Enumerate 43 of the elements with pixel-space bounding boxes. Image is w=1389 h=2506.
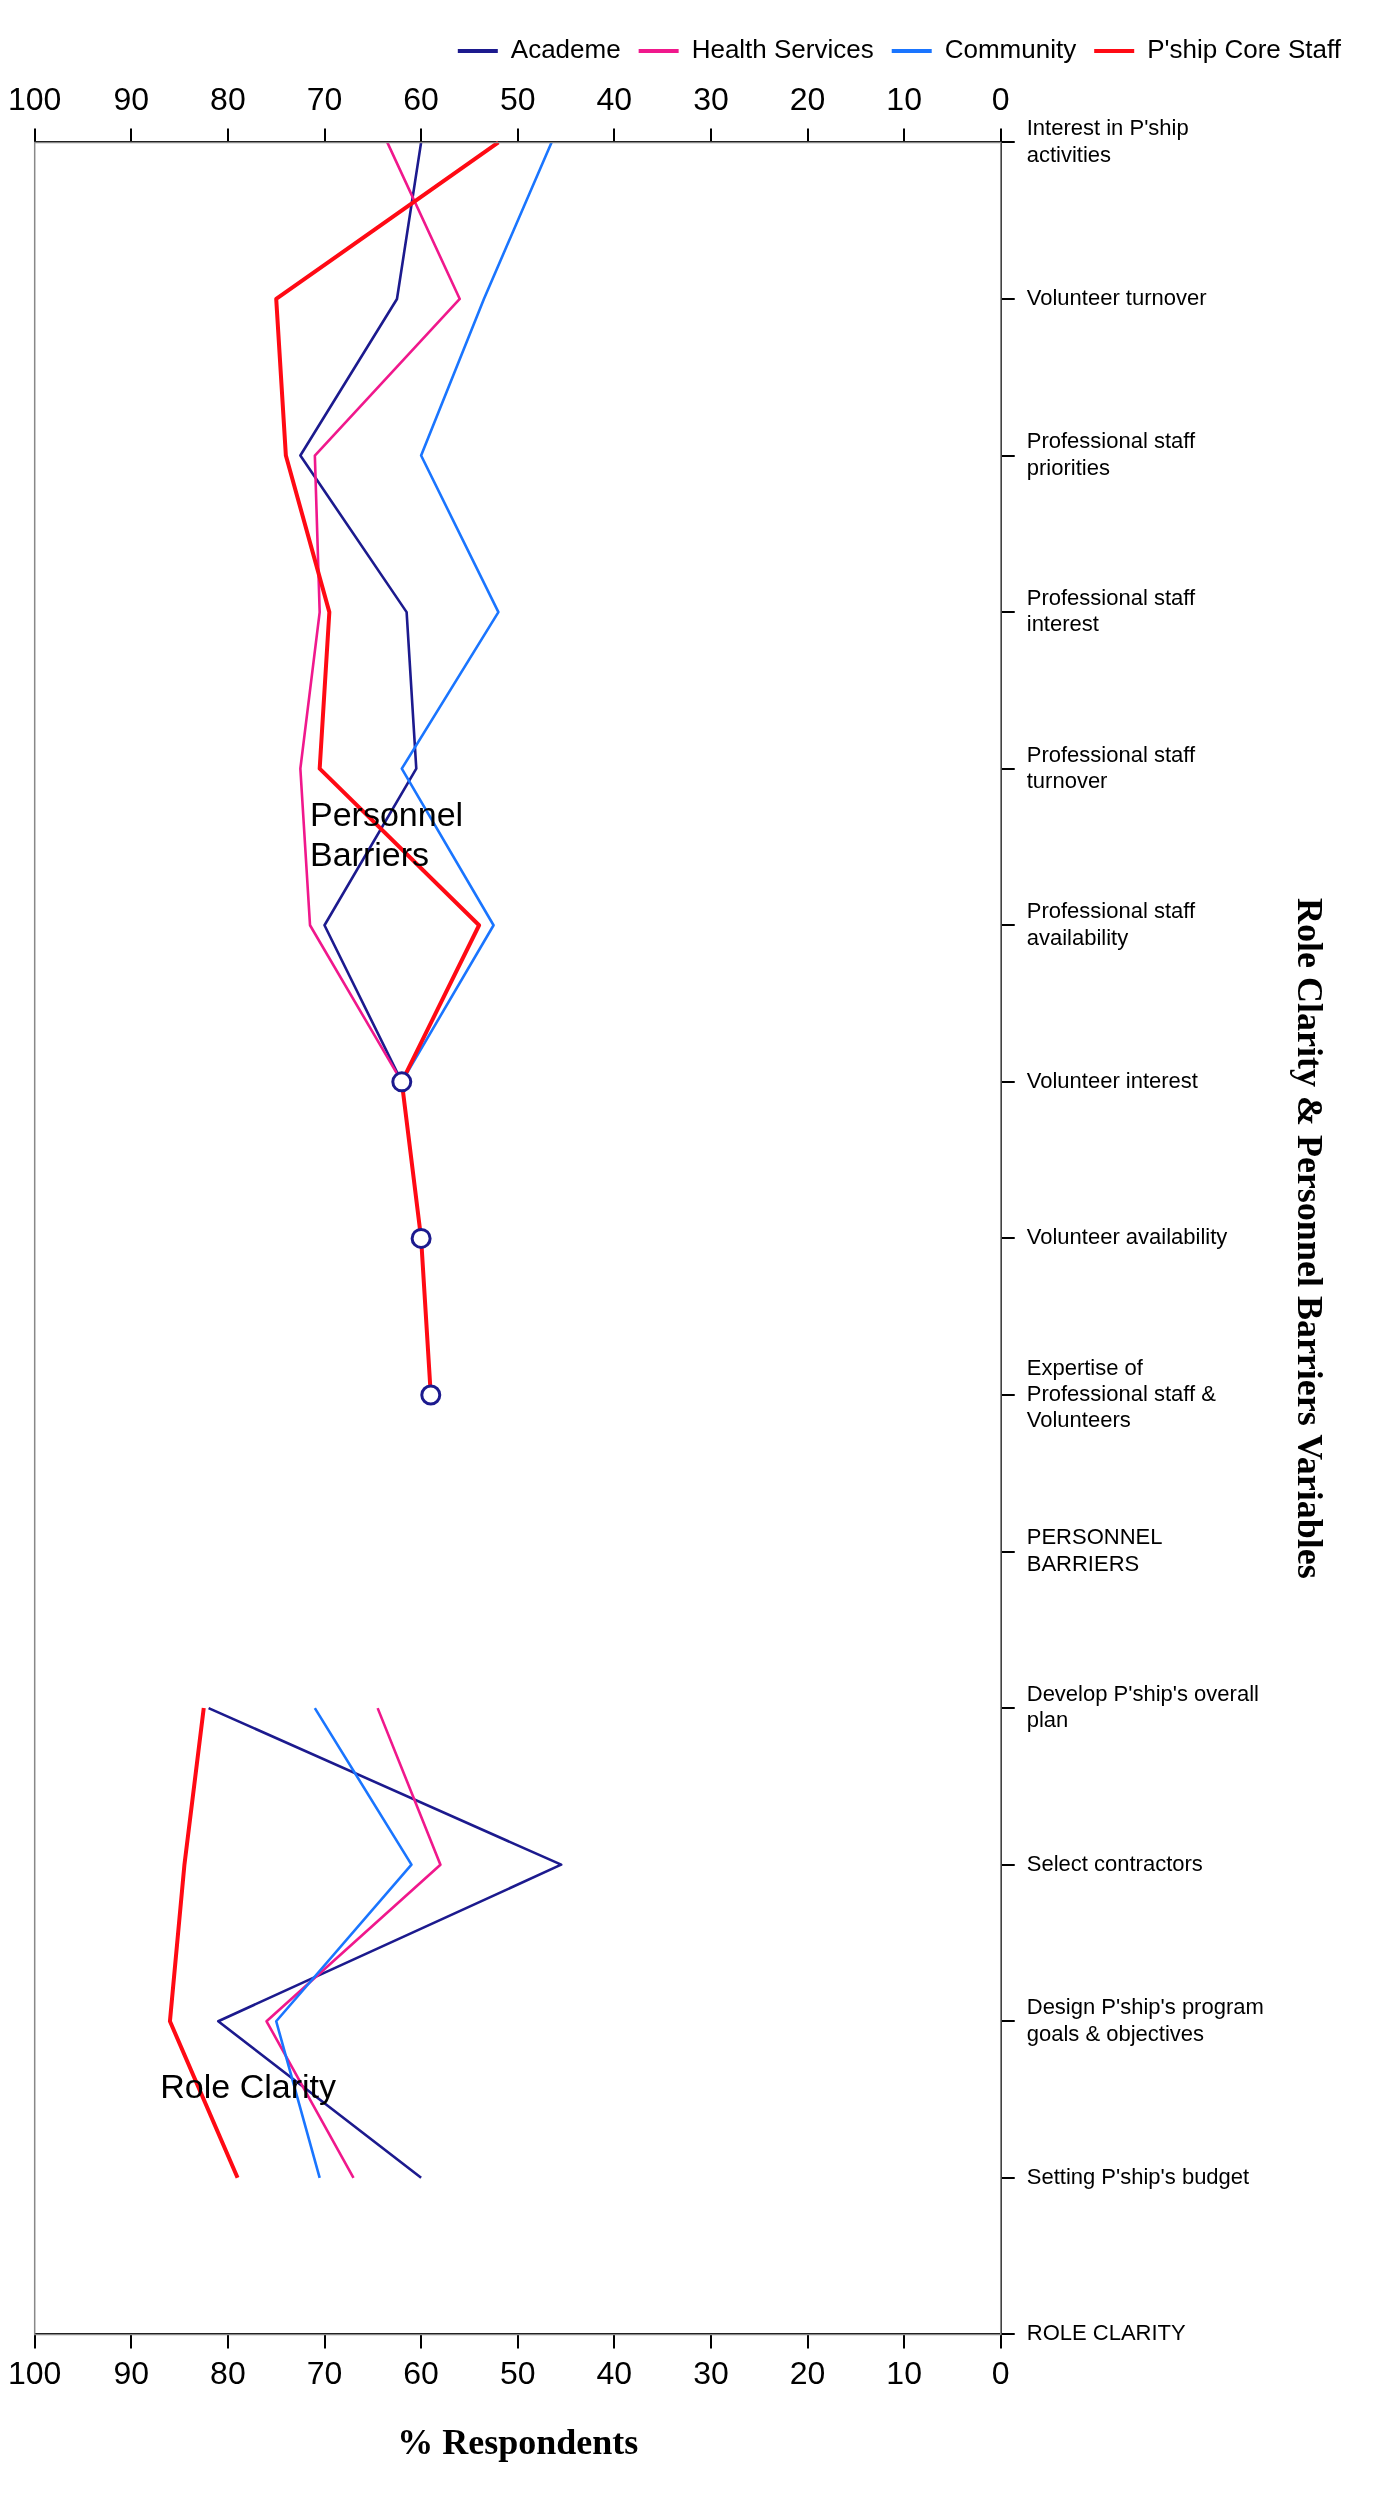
x2-tick-label: 60 xyxy=(403,81,439,118)
y-tick-label: Interest in P'ship activities xyxy=(1026,115,1189,167)
y-tick-label: Professional staff availability xyxy=(1026,898,1196,950)
x2-tick-label: 80 xyxy=(210,81,246,118)
x2-tick-label: 0 xyxy=(991,81,1010,118)
y-tick-label: Professional staff turnover xyxy=(1026,741,1196,793)
x2-tick-label: 20 xyxy=(789,81,826,118)
legend-label: P'ship Core Staff xyxy=(1147,34,1342,65)
x-tick-label: 100 xyxy=(8,2355,62,2392)
y-tick-label: PERSONNEL BARRIERS xyxy=(1026,1524,1163,1576)
x-tick-label: 30 xyxy=(693,2355,729,2392)
y-tick-label: Develop P'ship's overall plan xyxy=(1026,1680,1259,1733)
x-tick-label: 20 xyxy=(789,2355,826,2392)
legend-label: Academe xyxy=(510,34,621,65)
x-tick-label: 40 xyxy=(596,2355,633,2392)
x2-tick-label: 40 xyxy=(596,81,633,118)
x-tick-label: 0 xyxy=(991,2355,1010,2392)
y-tick-label: Design P'ship's program goals & objectives xyxy=(1026,1994,1264,2046)
y-tick-label: Volunteer interest xyxy=(1026,1067,1198,1093)
x-tick-label: 70 xyxy=(306,2355,343,2392)
x-tick-label: 50 xyxy=(499,2355,536,2392)
y-tick-label: Volunteer turnover xyxy=(1026,285,1207,311)
y-tick-label: Professional staff priorities xyxy=(1026,428,1196,480)
x2-tick-label: 50 xyxy=(499,81,536,118)
y-axis-title: Role Clarity & Personnel Barriers Variables xyxy=(1290,897,1331,1579)
x2-tick-label: 30 xyxy=(693,81,729,118)
x-tick-label: 90 xyxy=(113,2355,150,2392)
x-tick-label: 80 xyxy=(210,2355,246,2392)
x2-tick-label: 90 xyxy=(113,81,150,118)
x-axis-title: % Respondents xyxy=(397,2421,639,2462)
legend-label: Health Services xyxy=(691,34,874,65)
y-tick-label: Setting P'ship's budget xyxy=(1026,2163,1250,2189)
y-tick-label: Select contractors xyxy=(1026,1850,1203,1876)
x2-tick-label: 70 xyxy=(306,81,343,118)
y-tick-label: ROLE CLARITY xyxy=(1026,2320,1186,2346)
y-tick-label: Volunteer availability xyxy=(1026,1224,1228,1250)
legend-label: Community xyxy=(944,34,1077,65)
x-tick-label: 60 xyxy=(403,2355,439,2392)
y-tick-label: Expertise of Professional staff & Volunteers xyxy=(1026,1354,1217,1433)
x-tick-label: 10 xyxy=(886,2355,922,2392)
x2-tick-label: 10 xyxy=(886,81,922,118)
x2-tick-label: 100 xyxy=(8,81,62,118)
y-tick-label: Professional staff interest xyxy=(1026,584,1196,637)
